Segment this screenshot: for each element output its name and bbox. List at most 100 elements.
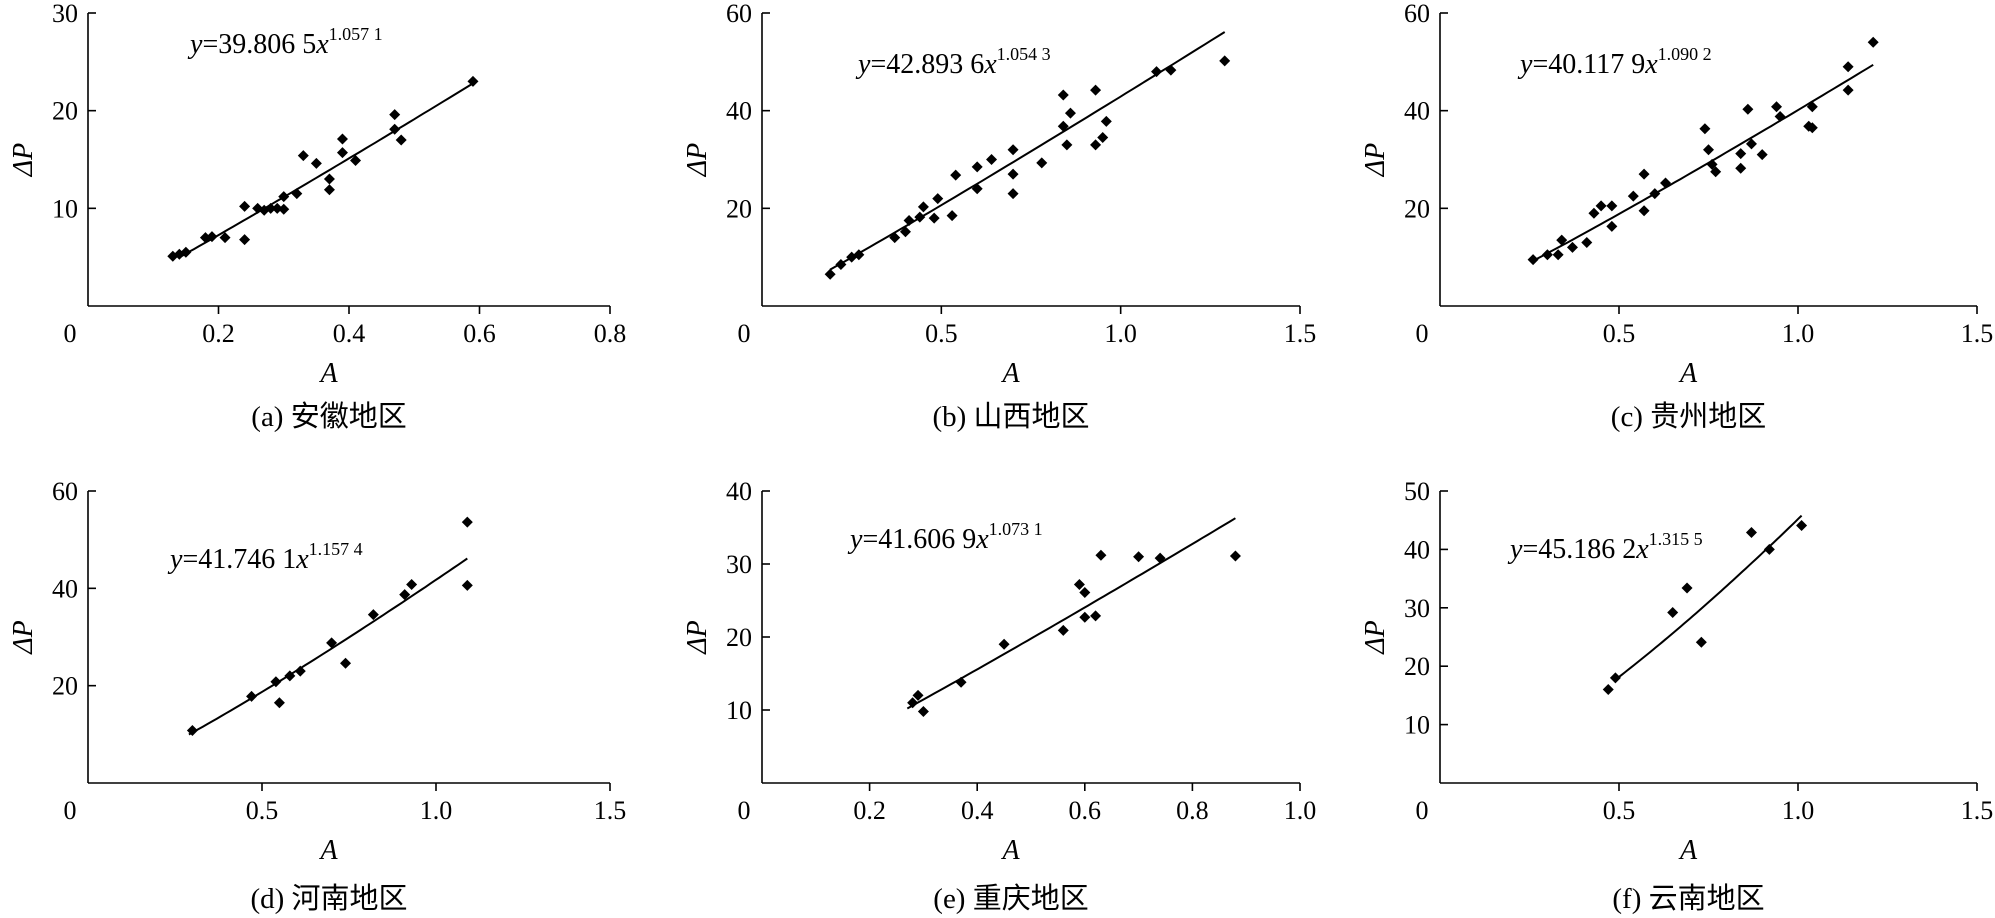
fit-exponent: 1.057 1 [329,24,383,44]
data-point [1842,84,1854,96]
data-point [1606,200,1618,212]
data-point [1703,144,1714,156]
y-tick-label: 20 [726,194,752,223]
data-point [1660,177,1672,189]
data-point [1699,123,1711,135]
data-point [1073,578,1085,590]
data-point [294,665,306,677]
panel-caption: (c) 贵州地区 [1611,400,1766,433]
data-point [1867,36,1879,48]
data-point [1735,148,1747,160]
y-tick-label: 40 [52,574,78,603]
data-point [1581,237,1593,249]
x-tick-label: 0.6 [1069,796,1102,825]
data-point [239,234,251,246]
data-point [1090,84,1102,96]
data-point [239,200,251,212]
scatter-panel-f: 0 0.5 1.0 1.5 10 20 30 40 50 A ΔP (f) 云南地区 y=45.186 … [1360,477,1993,915]
x-tick-label: 1.0 [420,796,453,825]
data-point [917,201,929,213]
fit-equation: y=45.186 2x1.315 5 [1507,529,1703,565]
data-point [1606,220,1618,232]
data-point [1007,168,1019,180]
x-axis-label: A [1000,835,1020,866]
data-point [310,157,322,169]
x-tick-label: 0 [64,319,77,348]
y-tick-label: 60 [726,0,752,28]
y-tick-label: 40 [1404,535,1430,564]
data-point [461,579,473,591]
data-point [1842,61,1854,73]
data-point [998,638,1010,650]
y-tick-label: 10 [52,194,78,223]
data-point [323,173,335,185]
data-point [932,193,944,205]
data-point [1609,672,1621,684]
x-tick-label: 0.5 [925,319,958,348]
data-point [971,161,983,173]
data-point [1796,519,1808,531]
data-point [1588,207,1600,219]
data-point [323,184,335,196]
data-point [206,231,218,243]
data-point [395,134,407,146]
data-point [1097,132,1109,144]
data-point [467,75,479,87]
y-axis-label: ΔP [1360,620,1391,655]
x-tick-label: 1.0 [1782,796,1815,825]
x-axis-label: A [318,835,338,866]
data-point [1638,205,1650,217]
y-tick-label: 10 [1404,711,1430,740]
data-point [1090,610,1102,622]
data-point [1057,89,1069,101]
panel-caption: (f) 云南地区 [1612,882,1764,915]
data-point [917,705,929,717]
data-point [907,697,919,709]
data-point [950,169,962,181]
data-point [889,232,901,244]
data-point [367,609,379,621]
data-point [291,188,303,200]
data-point [1079,611,1091,623]
x-tick-label: 1.5 [1961,319,1994,348]
x-tick-label: 0 [738,796,751,825]
y-tick-label: 50 [1404,477,1430,506]
data-point [399,589,411,601]
x-axis-label: A [1000,358,1020,389]
y-tick-label: 20 [1404,652,1430,681]
data-point [199,232,211,244]
data-point [1774,111,1786,123]
data-point [946,210,958,222]
x-tick-label: 0 [1416,319,1429,348]
data-point [899,226,911,238]
x-tick-label: 1.0 [1284,796,1317,825]
x-axis-label: A [1678,358,1698,389]
panel-caption: (b) 山西地区 [932,400,1089,433]
data-point [406,578,418,590]
x-tick-label: 0.5 [1603,796,1636,825]
panel-caption: (e) 重庆地区 [933,882,1088,915]
fit-equation: y=41.746 1x1.157 4 [167,539,363,575]
data-point [1057,120,1069,132]
data-point [986,154,998,165]
data-point [270,676,282,688]
x-axis-label: A [318,358,338,389]
x-tick-label: 1.5 [1961,796,1994,825]
data-point [297,150,309,162]
y-axis-label: ΔP [682,620,713,655]
x-tick-label: 0.8 [1176,796,1209,825]
data-point [1638,168,1650,180]
data-point [389,109,401,121]
y-tick-label: 40 [1404,97,1430,126]
y-tick-label: 20 [52,97,78,126]
data-point [1745,138,1757,150]
x-tick-label: 1.5 [1284,319,1317,348]
x-tick-label: 0.5 [246,796,279,825]
fit-equation: y=39.806 5x1.057 1 [187,24,383,60]
data-point [1756,149,1768,161]
data-point [180,246,192,258]
data-point [1649,188,1661,200]
data-point [1036,157,1048,169]
panel-caption: (d) 河南地区 [250,882,407,915]
data-point [914,211,926,223]
